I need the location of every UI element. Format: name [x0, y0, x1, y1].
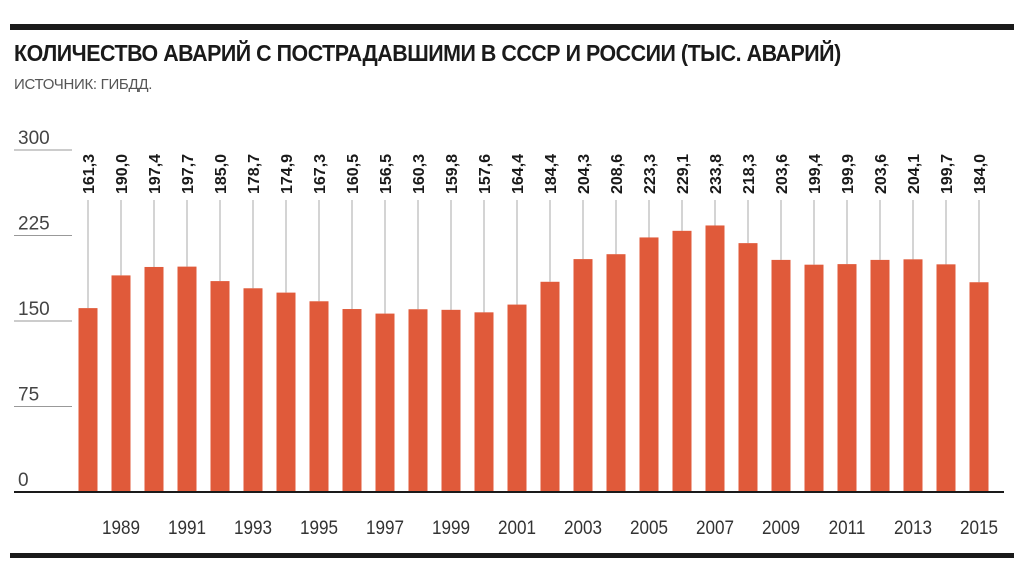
bar — [573, 259, 593, 492]
bar — [276, 292, 296, 492]
value-label: 156,5 — [378, 154, 395, 194]
value-label: 185,0 — [213, 154, 230, 194]
bar — [408, 309, 428, 492]
bar — [375, 313, 395, 492]
y-tick-label: 0 — [18, 470, 29, 491]
value-label: 161,3 — [81, 154, 98, 194]
value-label: 184,4 — [543, 154, 560, 194]
value-label: 203,6 — [873, 154, 890, 194]
bar — [672, 230, 692, 493]
value-label: 160,3 — [411, 154, 428, 194]
bar — [540, 281, 560, 492]
value-label: 208,6 — [609, 154, 626, 194]
value-label: 204,3 — [576, 154, 593, 194]
value-label: 199,7 — [939, 154, 956, 194]
bar — [639, 237, 659, 492]
x-tick-label: 2011 — [829, 517, 866, 538]
x-tick-label: 2001 — [498, 517, 536, 538]
value-label: 184,0 — [972, 154, 989, 194]
x-tick-label: 2015 — [960, 517, 998, 538]
value-label: 190,0 — [114, 154, 131, 194]
bar — [771, 259, 791, 492]
value-label: 218,3 — [741, 154, 758, 194]
x-tick-label: 1993 — [234, 517, 272, 538]
x-tick-label: 1997 — [366, 517, 404, 538]
bar — [969, 282, 989, 492]
bar — [78, 308, 98, 492]
value-label: 223,3 — [642, 154, 659, 194]
y-tick-label: 150 — [18, 299, 50, 320]
bar — [606, 254, 626, 492]
x-tick-label: 1995 — [300, 517, 338, 538]
x-tick-label: 2003 — [564, 517, 602, 538]
bar — [507, 304, 527, 492]
value-label: 199,9 — [840, 154, 857, 194]
bar — [441, 309, 461, 492]
x-tick-label: 2013 — [894, 517, 932, 538]
x-tick-label: 1989 — [102, 517, 140, 538]
value-label: 197,7 — [180, 154, 197, 194]
value-label: 178,7 — [246, 154, 263, 194]
x-tick-label: 2009 — [762, 517, 800, 538]
value-label: 174,9 — [279, 154, 296, 194]
chart-source: ИСТОЧНИК: ГИБДД. — [14, 76, 153, 93]
bar — [870, 259, 890, 492]
value-label: 199,4 — [807, 154, 824, 194]
bar — [705, 225, 725, 492]
bar — [111, 275, 131, 492]
bar — [243, 288, 263, 492]
value-label: 167,3 — [312, 154, 329, 194]
x-tick-label: 1991 — [168, 517, 206, 538]
value-label: 160,5 — [345, 154, 362, 194]
bar — [210, 281, 230, 492]
bar — [738, 243, 758, 492]
value-label: 229,1 — [675, 154, 692, 194]
x-tick-label: 2007 — [696, 517, 734, 538]
value-label: 164,4 — [510, 154, 527, 194]
bar — [936, 264, 956, 492]
y-tick-label: 75 — [18, 385, 39, 406]
bar — [342, 309, 362, 492]
chart-title: КОЛИЧЕСТВО АВАРИЙ С ПОСТРАДАВШИМИ В СССР… — [14, 40, 841, 66]
value-label: 233,8 — [708, 154, 725, 194]
y-tick-label: 300 — [18, 128, 50, 149]
value-label: 203,6 — [774, 154, 791, 194]
x-tick-label: 2005 — [630, 517, 668, 538]
x-tick-label: 1999 — [432, 517, 470, 538]
value-label: 197,4 — [147, 154, 164, 194]
y-tick-label: 225 — [18, 214, 50, 235]
bar — [177, 266, 197, 492]
bar — [804, 264, 824, 492]
value-label: 159,8 — [444, 154, 461, 194]
value-label: 157,6 — [477, 154, 494, 194]
value-label: 204,1 — [906, 154, 923, 194]
bar — [309, 301, 329, 492]
bottom-rule — [10, 553, 1014, 558]
bar — [144, 266, 164, 492]
top-rule — [10, 24, 1014, 30]
bar — [474, 312, 494, 492]
bar — [903, 259, 923, 492]
bar — [837, 264, 857, 492]
